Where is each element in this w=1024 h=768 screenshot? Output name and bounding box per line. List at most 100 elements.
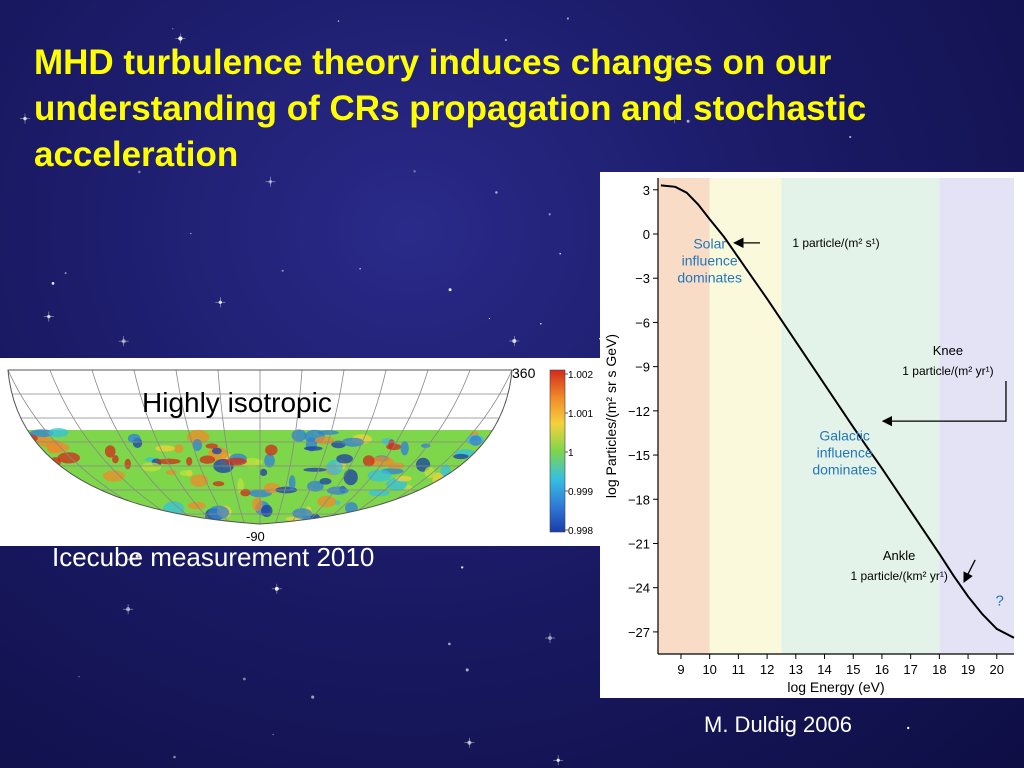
anisotropy-spot <box>437 506 458 517</box>
anisotropy-spot <box>225 523 247 524</box>
anisotropy-spot <box>480 457 500 472</box>
colorbar-tick-label: 1.002 <box>568 370 593 381</box>
x-tick-label: 15 <box>846 662 860 677</box>
star <box>448 642 451 646</box>
anisotropy-spot <box>388 439 395 450</box>
anisotropy-spot <box>380 514 393 524</box>
x-axis-label: log Energy (eV) <box>787 679 884 695</box>
anisotropy-spot <box>467 514 487 524</box>
skymap-projection <box>8 370 512 524</box>
annotation-text: 1 particle/(km² yr¹) <box>850 569 947 583</box>
star <box>566 17 570 20</box>
anisotropy-spot <box>469 435 482 446</box>
y-tick-label: −15 <box>628 448 650 463</box>
anisotropy-spot <box>9 461 33 468</box>
anisotropy-spot <box>127 433 141 444</box>
star <box>190 232 192 235</box>
colorbar-tick-label: 0.998 <box>568 526 593 537</box>
anisotropy-spot <box>212 481 225 487</box>
star <box>64 272 67 275</box>
y-tick-label: −18 <box>628 492 650 507</box>
x-tick-label: 18 <box>932 662 946 677</box>
anisotropy-spot <box>259 468 268 476</box>
anisotropy-spot <box>336 454 353 464</box>
x-tick-label: 9 <box>677 662 684 677</box>
cosmic-ray-spectrum-panel: 3 0 −3 −6 −9 −12 −15 −18 −21 −24 −27 9 10 11 12 13 14 15 1… <box>600 172 1024 698</box>
x-tick-label: 16 <box>875 662 889 677</box>
annotation-text: 1 particle/(m² yr¹) <box>902 364 993 378</box>
skymap-label: Highly isotropic <box>142 387 332 418</box>
annotation-title: Ankle <box>883 548 916 563</box>
annotation-arrow <box>963 559 976 583</box>
anisotropy-spot <box>304 446 323 451</box>
anisotropy-spot <box>474 510 494 524</box>
star <box>135 554 139 558</box>
anisotropy-spot <box>88 511 103 524</box>
anisotropy-spot <box>112 455 119 464</box>
anisotropy-spot <box>470 501 494 507</box>
anisotropy-spot <box>473 465 490 470</box>
anisotropy-spot <box>387 511 394 524</box>
energy-band <box>709 178 782 654</box>
colorbar-tick-label: 0.999 <box>568 487 593 498</box>
star <box>548 213 551 216</box>
anisotropy-spot <box>473 504 494 513</box>
anisotropy-spot <box>439 488 456 495</box>
anisotropy-spot <box>155 445 175 452</box>
star <box>504 38 507 42</box>
star <box>461 566 464 569</box>
anisotropy-spot <box>291 429 307 442</box>
region-label: dominates <box>812 461 877 477</box>
anisotropy-spot <box>122 508 144 517</box>
anisotropy-spot <box>60 505 70 517</box>
star <box>849 135 852 139</box>
anisotropy-spot <box>205 443 218 449</box>
meridian-line <box>303 370 387 524</box>
anisotropy-spot <box>124 458 131 470</box>
x-tick-label: 11 <box>732 662 746 677</box>
icecube-skymap-panel: 360 -90 1.002 1.001 1 0.999 0.998 <box>0 358 600 546</box>
spectrum-line <box>660 184 1015 639</box>
anisotropy-spot <box>327 486 349 495</box>
meridian-line <box>274 370 303 524</box>
anisotropy-spot <box>48 428 69 438</box>
star <box>906 726 910 730</box>
slide-title: MHD turbulence theory induces changes on… <box>34 43 867 174</box>
star <box>808 104 811 106</box>
anisotropy-spot <box>303 467 327 472</box>
y-tick-label: −9 <box>635 360 650 375</box>
anisotropy-spot <box>50 519 59 524</box>
x-tick-label: 14 <box>817 662 831 677</box>
star <box>637 65 641 68</box>
anisotropy-spot <box>400 441 409 456</box>
anisotropy-spot <box>211 447 222 455</box>
star <box>671 57 675 61</box>
anisotropy-spot <box>47 442 70 453</box>
anisotropy-spot <box>88 492 101 504</box>
anisotropy-spot <box>104 445 116 458</box>
anisotropy-spot <box>453 453 469 460</box>
region-label: influence <box>682 253 738 269</box>
skymap-outline <box>7 369 513 525</box>
chart-credit: M. Duldig 2006 <box>704 712 852 737</box>
star <box>686 119 690 123</box>
star <box>137 170 141 174</box>
anisotropy-spot <box>475 487 488 502</box>
x-tick-label: 13 <box>789 662 803 677</box>
anisotropy-spot <box>368 489 390 497</box>
anisotropy-spot <box>386 522 409 524</box>
anisotropy-spot <box>261 504 273 518</box>
anisotropy-spot <box>446 512 462 524</box>
y-tick-label: −12 <box>628 404 650 419</box>
anisotropy-spot <box>141 462 162 472</box>
anisotropy-spot <box>156 458 181 465</box>
y-axis-label: log Particles/(m² sr s GeV) <box>603 334 619 498</box>
anisotropy-spot <box>50 520 72 524</box>
anisotropy-spot <box>314 436 335 445</box>
anisotropy-spot <box>179 470 190 476</box>
anisotropy-spot <box>502 521 510 524</box>
anisotropy-spot <box>8 463 28 470</box>
anisotropy-spot <box>53 507 62 522</box>
skymap: 360 -90 1.002 1.001 1 0.999 0.998 <box>7 365 593 544</box>
region-label: dominates <box>677 270 742 286</box>
